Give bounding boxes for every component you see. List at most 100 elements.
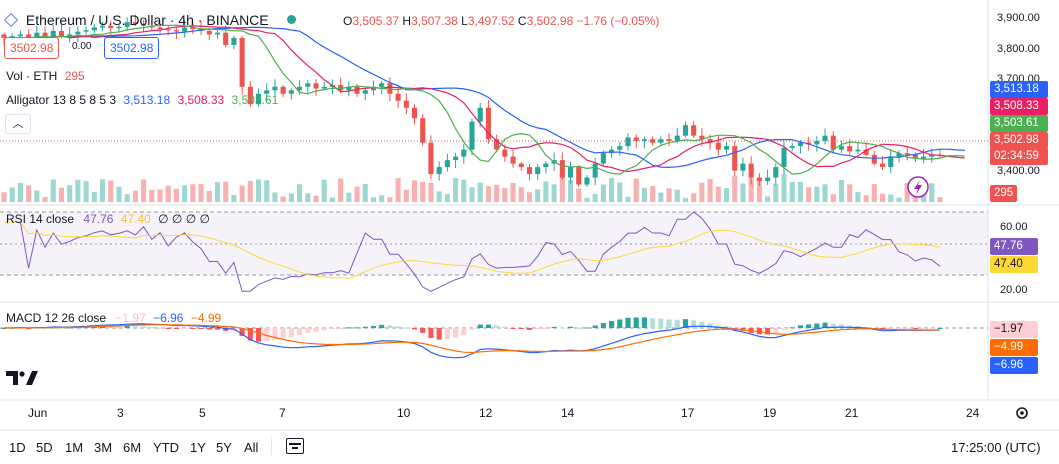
volume-bar [822,184,828,202]
macd-histogram-bar [338,328,344,329]
axis-settings-gear-icon[interactable] [1016,407,1028,419]
range-3m-button[interactable]: 3M [94,440,113,455]
macd-signal-tag: −4.99 [990,339,1038,356]
volume-bar [838,180,845,202]
range-1m-button[interactable]: 1M [65,440,84,455]
time-tick: 14 [561,406,575,420]
volume-bar [551,184,557,202]
tradingview-logo[interactable] [6,371,38,385]
range-all-button[interactable]: All [244,440,259,455]
rsi-line [4,211,941,292]
candle-body [264,90,270,94]
range-6m-button[interactable]: 6M [123,440,142,455]
alligator-teeth-line [45,25,965,173]
candle-body [502,149,508,157]
candle-body [682,125,689,136]
last-price-tag: 3,502.98 [990,132,1048,149]
candle-body [395,93,401,101]
macd-histogram-bar [904,328,910,329]
candle-body [420,118,426,143]
timezone-clock[interactable]: 17:25:00 (UTC) [951,440,1041,455]
macd-histogram-bar [485,324,491,328]
volume-bar [255,179,262,202]
range-5d-button[interactable]: 5D [36,440,53,455]
volume-bar [600,184,606,202]
time-tick: 12 [479,406,493,420]
volume-bar [132,190,138,202]
volume-bar [206,190,212,202]
lightning-icon[interactable] [907,176,929,198]
macd-line-tag: −6.96 [990,357,1038,374]
volume-bar [937,197,943,202]
candle-body [814,140,820,145]
macd-histogram-bar [592,325,598,328]
macd-legend[interactable]: MACD 12 26 close −1.97 −6.96 −4.99 [6,311,222,325]
candle-body [740,163,746,171]
candle-body [206,30,212,35]
volume-bar [814,186,820,202]
macd-histogram-bar [206,328,212,330]
ohlc-low: 3,497.52 [467,14,515,28]
volume-bar [411,180,418,202]
volume-bar [617,182,623,202]
macd-histogram-bar [149,327,155,329]
candle-body [789,146,795,148]
time-tick: 7 [279,406,286,420]
volume-bar [666,188,672,202]
volume-bar [592,194,598,202]
macd-histogram-bar [584,327,590,329]
volume-bar [641,187,647,202]
macd-histogram-bar [896,328,902,329]
candle-body [912,154,918,159]
volume-bar [674,189,680,202]
candle-body [17,34,23,37]
candle-body [904,153,910,155]
spread-value: 0.00 [72,41,92,52]
macd-histogram-bar [116,326,122,328]
macd-histogram-bar [223,328,229,331]
range-ytd-button[interactable]: YTD [153,440,179,455]
collapse-legend-chevron-up-icon[interactable]: ︿ [5,114,31,134]
macd-histogram-bar [551,326,557,328]
candle-body [255,93,262,105]
volume-bar [682,197,689,202]
range-5y-button[interactable]: 5Y [216,440,232,455]
candle-body [223,32,229,45]
volume-bar [863,195,869,202]
volume-bar [797,181,803,202]
volume-bar [354,186,360,202]
volume-bar [535,189,541,202]
candle-body [666,139,672,141]
volume-legend[interactable]: Vol · ETH 295 [6,69,85,83]
buy-button[interactable]: 3502.98 [104,37,160,59]
volume-bar [116,186,122,202]
macd-histogram-bar [600,322,606,328]
macd-histogram-bar [625,317,631,328]
rsi-legend[interactable]: RSI 14 close 47.76 47.40 ∅ ∅ ∅ ∅ [6,212,210,226]
alligator-legend[interactable]: Alligator 13 8 5 8 5 3 3,513.18 3,508.33… [6,93,279,107]
sell-button[interactable]: 3502.98 [4,37,60,59]
candle-body [921,156,927,159]
symbol-legend[interactable]: Ethereum / U.S. Dollar · 4h · BINANCE [3,12,296,28]
candle-body [732,146,738,171]
candle-body [297,86,303,91]
volume-bar [633,178,639,202]
date-range-calendar-icon[interactable] [286,438,304,454]
candle-body [535,167,541,175]
range-1y-button[interactable]: 1Y [190,440,206,455]
macd-histogram-bar [214,328,221,330]
candle-body [773,167,779,178]
rsi-ma-line [4,221,941,279]
candle-body [691,125,697,136]
macd-histogram-bar [510,328,516,329]
candle-body [707,139,713,143]
rsi-ma-value: 47.40 [120,212,151,226]
volume-bar [904,182,910,202]
candle-body [650,139,656,143]
candle-body [272,86,278,91]
macd-histogram-bar [387,325,393,328]
volume-bar [485,186,491,202]
range-1d-button[interactable]: 1D [9,440,26,455]
candle-body [370,86,377,91]
